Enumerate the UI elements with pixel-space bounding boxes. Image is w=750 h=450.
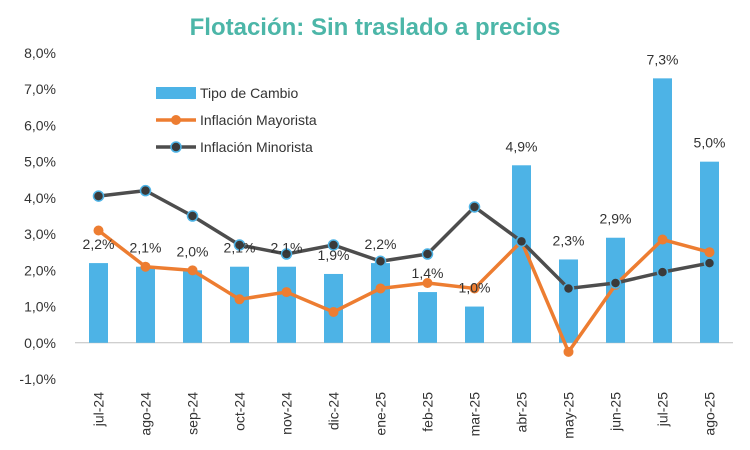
x-tick-label: may-25	[561, 392, 577, 439]
inflacion-mayorista-point	[422, 278, 433, 289]
inflacion-mayorista-point	[93, 225, 104, 236]
inflacion-minorista-point	[186, 210, 199, 222]
y-tick-label: 6,0%	[24, 117, 56, 133]
bar-tipo-de-cambio	[277, 266, 296, 343]
legend-swatch-tipo-de-cambio	[156, 87, 196, 99]
inflacion-minorista-point	[233, 239, 246, 251]
inflacion-minorista-point	[703, 257, 716, 269]
x-tick-label: ene-25	[373, 392, 389, 436]
inflacion-mayorista-point	[704, 247, 715, 258]
x-tick-label: jul-25	[655, 392, 671, 427]
inflacion-mayorista-point	[328, 306, 339, 317]
bar-data-label: 2,1%	[130, 240, 162, 256]
inflacion-mayorista-point	[187, 265, 198, 276]
y-tick-label: -1,0%	[19, 371, 56, 387]
bar-tipo-de-cambio	[512, 165, 531, 343]
bar-tipo-de-cambio	[653, 78, 672, 343]
inflacion-minorista-point	[421, 248, 434, 260]
x-tick-label: jul-24	[91, 392, 107, 427]
inflacion-minorista-point	[468, 201, 481, 213]
bar-tipo-de-cambio	[230, 266, 249, 343]
x-tick-label: abr-25	[514, 392, 530, 433]
bar-tipo-de-cambio	[136, 266, 155, 343]
bar-data-label: 2,3%	[553, 232, 585, 248]
inflacion-minorista-line	[98, 188, 710, 291]
legend-swatch-marker	[171, 115, 181, 125]
y-tick-label: 7,0%	[24, 81, 56, 97]
bar-data-label: 2,9%	[600, 211, 632, 227]
bar-tipo-de-cambio	[183, 270, 202, 343]
inflacion-minorista-point	[374, 255, 387, 268]
y-tick-label: 4,0%	[24, 190, 56, 206]
bar-tipo-de-cambio	[371, 263, 390, 343]
inflacion-minorista-point	[139, 184, 152, 197]
x-tick-label: jun-25	[608, 392, 624, 432]
bar-data-label: 2,1%	[224, 240, 256, 256]
x-tick-label: ago-24	[138, 392, 154, 436]
inflacion-mayorista-point	[657, 234, 668, 245]
y-tick-label: 0,0%	[24, 335, 56, 351]
bar-data-label: 4,9%	[506, 138, 538, 154]
inflacion-mayorista-point	[375, 283, 386, 294]
inflacion-mayorista-point	[469, 283, 480, 294]
bar-tipo-de-cambio	[559, 259, 578, 343]
inflacion-mayorista-line	[97, 229, 710, 354]
bar-data-label: 2,0%	[177, 243, 209, 259]
inflacion-mayorista-point	[140, 261, 151, 272]
y-tick-label: 2,0%	[24, 262, 56, 278]
legend-label: Inflación Mayorista	[200, 112, 317, 128]
inflacion-mayorista-point	[281, 287, 292, 298]
y-tick-label: 8,0%	[24, 45, 56, 61]
inflacion-mayorista-point	[234, 294, 245, 305]
bar-data-label: 2,1%	[271, 240, 303, 256]
bar-data-label: 7,3%	[647, 51, 679, 67]
inflacion-minorista-point	[562, 282, 575, 295]
inflacion-minorista-point	[280, 248, 293, 260]
inflacion-minorista-point	[327, 239, 340, 251]
inflacion-minorista-point	[515, 235, 528, 248]
y-tick-label: 1,0%	[24, 299, 56, 315]
bar-data-label: 1,9%	[318, 247, 350, 263]
legend-label: Tipo de Cambio	[200, 85, 299, 101]
inflacion-minorista-point	[656, 266, 669, 278]
bar-data-label: 2,2%	[365, 236, 397, 252]
bar-data-label: 2,2%	[83, 236, 115, 252]
chart-title: Flotación: Sin traslado a precios	[189, 14, 561, 41]
bar-tipo-de-cambio	[418, 292, 437, 343]
x-tick-label: ago-25	[702, 392, 718, 436]
inflacion-minorista-point	[92, 190, 105, 202]
bar-tipo-de-cambio	[606, 237, 625, 343]
legend-label: Inflación Minorista	[200, 139, 313, 155]
bar-tipo-de-cambio	[465, 306, 484, 343]
x-tick-label: feb-25	[420, 392, 436, 432]
x-tick-label: mar-25	[467, 392, 483, 437]
x-tick-label: dic-24	[326, 392, 342, 430]
bar-tipo-de-cambio	[89, 263, 108, 343]
inflacion-mayorista-point	[563, 346, 574, 357]
x-tick-label: sep-24	[185, 392, 201, 435]
x-tick-label: nov-24	[279, 392, 295, 435]
y-tick-label: 5,0%	[24, 154, 56, 170]
bar-data-label: 1,4%	[412, 265, 444, 281]
inflacion-minorista-point	[609, 277, 622, 289]
y-tick-label: 3,0%	[24, 226, 56, 242]
bar-data-label: 1,0%	[459, 280, 491, 296]
legend-swatch-marker	[170, 141, 182, 153]
bar-data-label: 5,0%	[694, 135, 726, 151]
x-tick-label: oct-24	[232, 392, 248, 431]
